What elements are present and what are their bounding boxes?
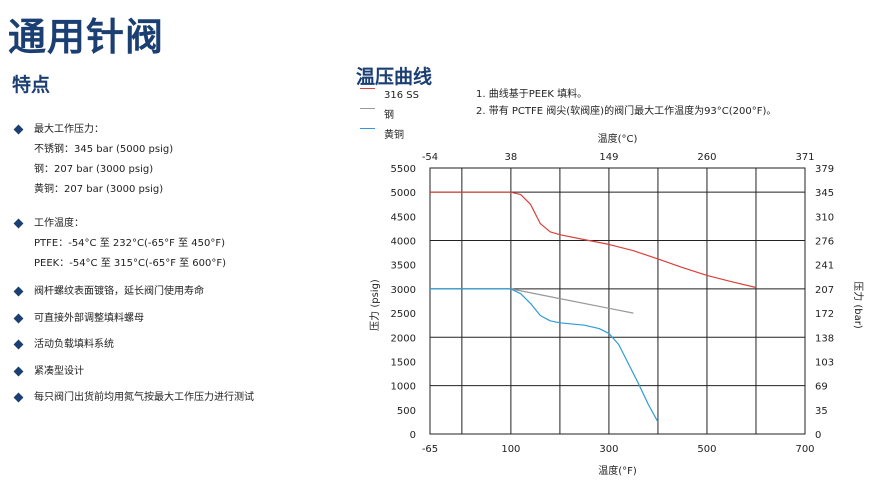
legend-item-steel: 钢: [360, 106, 470, 126]
feature-item-external-adjust: 可直接外部调整填料螺母: [13, 309, 344, 336]
features-list: 最大工作压力： 不锈钢：345 bar (5000 psig) 钢：207 ba…: [13, 120, 344, 408]
chart-heading: 温压曲线: [356, 66, 433, 88]
x-tick-label: 100: [501, 444, 520, 455]
legend-swatch: [360, 128, 375, 129]
y-tick-label: 2500: [391, 309, 416, 320]
feature-item-live-load: 活动负载填料系统: [13, 335, 344, 362]
feature-detail: 不锈钢：345 bar (5000 psig): [34, 144, 174, 155]
y2-tick-label: 172: [815, 309, 834, 320]
y2-tick-label: 276: [815, 237, 834, 248]
y-tick-label: 3000: [391, 285, 416, 296]
series-line-steel: [430, 288, 634, 314]
feature-detail: 黄铜：207 bar (3000 psig): [34, 184, 164, 195]
legend-item-brass: 黄铜: [360, 126, 470, 146]
y2-tick-label: 35: [815, 406, 828, 417]
x2-tick-label: -54: [422, 152, 438, 163]
y-tick-label: 4500: [391, 212, 416, 223]
y2-axis-label: 压力 (bar): [852, 281, 865, 329]
series-line-brass: [430, 288, 659, 423]
chart-notes: 1. 曲线基于PEEK 填料。 2. 带有 PCTFE 阀尖(软阀座)的阀门最大…: [476, 86, 776, 120]
x-tick-label: 500: [697, 444, 716, 455]
y-tick-label: 1500: [391, 357, 416, 368]
plot-frame: [429, 167, 806, 435]
feature-item-temperature: 工作温度： PTFE：-54°C 至 232°C(-65°F 至 450°F) …: [13, 214, 344, 282]
legend-label: 黄铜: [384, 130, 404, 141]
y-axis-label: 压力 (psig): [368, 279, 381, 331]
y2-tick-label: 345: [815, 188, 834, 199]
feature-title: 阀杆螺纹表面镀铬，延长阀门使用寿命: [34, 286, 204, 297]
y-tick-label: 5000: [391, 188, 416, 199]
feature-detail: PTFE：-54°C 至 232°C(-65°F 至 450°F): [34, 238, 226, 249]
y-tick-label: 5500: [391, 164, 416, 175]
y2-tick-label: 379: [815, 164, 834, 175]
page-title: 通用针阀: [8, 15, 165, 59]
x2-axis-label: 温度(°C): [598, 132, 638, 145]
x-tick-label: -65: [422, 444, 438, 455]
feature-item-nitrogen-test: 每只阀门出货前均用氮气按最大工作压力进行测试: [13, 388, 344, 408]
y-tick-label: 1000: [391, 382, 416, 393]
legend-swatch: [360, 88, 375, 89]
legend-label: 钢: [384, 110, 394, 121]
x2-tick-label: 38: [505, 152, 518, 163]
y2-tick-label: 103: [815, 357, 834, 368]
x2-tick-label: 371: [795, 152, 814, 163]
y2-tick-label: 69: [815, 382, 828, 393]
chart-legend: 316 SS 钢 黄铜: [360, 86, 470, 146]
feature-item-max-pressure: 最大工作压力： 不锈钢：345 bar (5000 psig) 钢：207 ba…: [13, 120, 344, 214]
y-tick-label: 2000: [391, 333, 416, 344]
feature-item-chrome-stem: 阀杆螺纹表面镀铬，延长阀门使用寿命: [13, 282, 344, 309]
feature-title: 工作温度：: [34, 218, 84, 229]
features-heading: 特点: [12, 74, 51, 96]
feature-title: 每只阀门出货前均用氮气按最大工作压力进行测试: [34, 392, 254, 403]
feature-title: 可直接外部调整填料螺母: [34, 312, 144, 324]
legend-swatch: [360, 108, 375, 109]
legend-label: 316 SS: [384, 90, 419, 101]
y-tick-label: 4000: [391, 237, 416, 248]
y2-tick-label: 241: [815, 261, 834, 272]
y-tick-label: 500: [397, 406, 416, 417]
x2-tick-label: 149: [599, 152, 618, 163]
y2-tick-label: 138: [815, 333, 834, 344]
legend-item-316ss: 316 SS: [360, 86, 470, 106]
x-tick-label: 700: [795, 444, 814, 455]
x2-tick-label: 260: [697, 152, 716, 163]
y2-tick-label: 207: [815, 285, 834, 296]
feature-detail: 钢：207 bar (3000 psig): [34, 164, 154, 175]
x-tick-label: 300: [599, 444, 618, 455]
feature-title: 活动负载填料系统: [34, 339, 114, 350]
chart-note: 1. 曲线基于PEEK 填料。: [476, 89, 588, 100]
y2-tick-label: 310: [815, 212, 834, 223]
y-tick-label: 3500: [391, 261, 416, 272]
feature-title: 最大工作压力：: [34, 124, 104, 135]
feature-title: 紧凑型设计: [34, 365, 84, 377]
x-axis-label: 温度(°F): [598, 464, 637, 477]
feature-detail: PEEK：-54°C 至 315°C(-65°F 至 600°F): [34, 258, 227, 269]
y-tick-label: 0: [410, 430, 416, 441]
chart-note: 2. 带有 PCTFE 阀尖(软阀座)的阀门最大工作温度为93°C(200°F)…: [476, 106, 777, 117]
y2-tick-label: 0: [815, 430, 821, 441]
feature-item-compact: 紧凑型设计: [13, 362, 344, 389]
series-line-316ss: [430, 191, 757, 289]
